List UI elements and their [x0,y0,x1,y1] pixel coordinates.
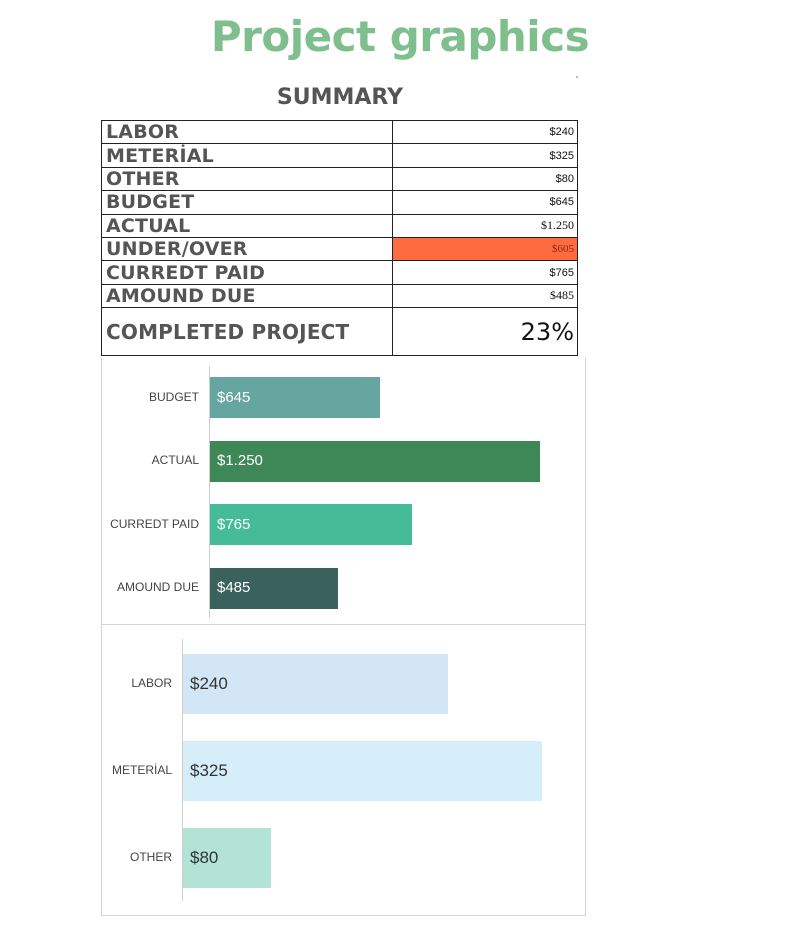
row-value-amount-due: $485 [392,283,578,309]
data-label: $325 [190,760,228,780]
bar [183,828,272,888]
table-row: CURREDT PAID $765 [101,260,578,285]
bar [183,741,543,801]
cost-breakdown-chart: LABOR $240 METERİAL $325 OTHER $80 [101,624,586,916]
row-label-under-over: UNDER/OVER [101,236,393,262]
table-row: LABOR $240 [101,119,578,145]
row-label-other: OTHER [101,166,393,192]
table-row: UNDER/OVER $605 [101,236,578,262]
row-value-other: $80 [392,166,578,192]
table-row: OTHER $80 [101,166,578,192]
page-title: Project graphics [210,12,590,61]
row-value-labor: $240 [392,119,578,145]
category-label: CURREDT PAID [110,516,199,531]
category-label: METERİAL [111,763,172,777]
data-label: $765 [217,515,251,533]
bar [210,440,540,482]
row-value-completed-project: 23% [392,307,578,357]
row-label-labor: LABOR [101,119,393,145]
data-label: $1.250 [217,452,263,469]
table-row: BUDGET $645 [101,190,578,215]
bar [183,654,449,714]
category-label: LABOR [131,676,172,690]
decorative-dot [576,76,578,78]
row-value-budget: $645 [392,190,578,215]
table-row: AMOUND DUE $485 [101,283,578,309]
row-label-material: METERİAL [101,143,393,168]
summary-title: SUMMARY [276,85,404,110]
table-row: ACTUAL $1.250 [101,213,578,238]
row-label-budget: BUDGET [101,190,393,215]
category-label: ACTUAL [151,453,199,467]
bar [210,377,381,418]
cost-comparison-chart: BUDGET $645 ACTUAL $1.250 CURREDT PAID $765 AM… [101,357,586,625]
summary-table: LABOR $240 METERİAL $325 OTHER $80 BUDGE… [101,119,578,357]
table-row: METERİAL $325 [101,143,578,168]
data-label: $240 [190,673,228,693]
category-label: AMOUND DUE [116,580,199,594]
bar [210,567,338,609]
row-label-actual: ACTUAL [101,213,393,238]
data-label: $645 [217,388,251,406]
row-label-completed-project: COMPLETED PROJECT [101,307,393,357]
category-label: BUDGET [148,389,199,404]
row-label-amount-due: AMOUND DUE [101,283,393,309]
data-label: $80 [190,847,219,867]
row-value-actual: $1.250 [392,213,578,238]
row-value-current-paid: $765 [392,260,578,285]
data-label: $485 [217,579,251,596]
row-value-under-over: $605 [392,236,578,262]
bar [210,504,412,545]
row-label-current-paid: CURREDT PAID [101,260,393,285]
row-value-material: $325 [392,143,578,168]
chart-axis [209,366,210,618]
table-row: COMPLETED PROJECT 23% [101,307,578,357]
category-label: OTHER [130,850,172,864]
chart-axis [182,639,183,901]
